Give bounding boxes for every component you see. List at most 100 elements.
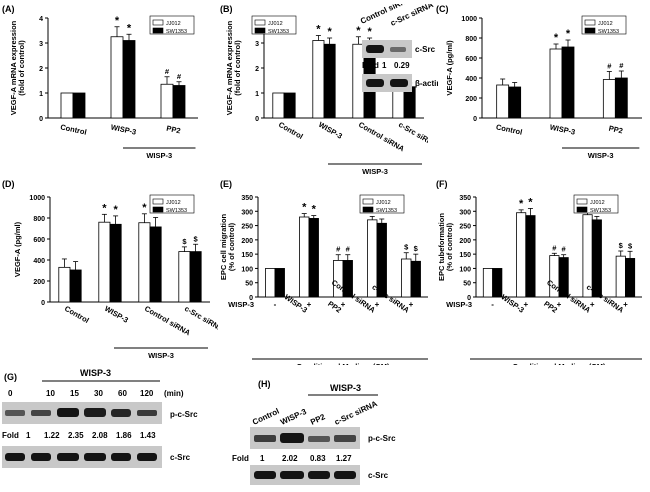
y-tick-label-c-2: 400 xyxy=(465,76,477,83)
y-axis-label-e: EPC cell migration(% of control) xyxy=(219,213,236,280)
blot-g-panel-label: (G) xyxy=(4,372,17,382)
category-label-b-1: WISP-3 xyxy=(317,120,344,141)
blot-h-fold-3: 0.83 xyxy=(310,454,326,463)
sig-mark-e-2-0: # xyxy=(336,245,341,254)
panel-label-f: (F) xyxy=(436,179,448,189)
sig-mark-f-4-1: $ xyxy=(628,241,633,250)
sig-mark-f-1-1: * xyxy=(528,196,533,208)
bar-f-3-1 xyxy=(591,219,602,298)
legend-swatch-e-1 xyxy=(362,206,374,213)
sig-mark-b-1-0: * xyxy=(316,24,321,36)
legend-swatch-b-0 xyxy=(254,19,266,26)
blot-h-t-band-2 xyxy=(280,471,304,479)
panel-label-b: (B) xyxy=(220,4,233,14)
blot-g-fold-3: 2.35 xyxy=(68,431,84,440)
y-tick-label-e-0: 0 xyxy=(249,295,253,302)
sig-mark-c-2-0: # xyxy=(607,62,612,71)
panel-f: (F) 0 50 100 150 200 250 300 350 EPC tubeformatio… xyxy=(434,175,650,371)
sig-mark-d-3-1: $ xyxy=(194,234,199,243)
blot-b-svg: Control siRNA c-Src siRNA c-Src Fold 1 0… xyxy=(359,0,441,92)
legend-label-f-1: SW1353 xyxy=(590,208,611,214)
legend-swatch-f-0 xyxy=(576,198,588,205)
blot-g-unit: (min) xyxy=(164,389,184,398)
row-value-e-1: + xyxy=(307,300,312,309)
blot-h-header-3: PP2 xyxy=(309,412,327,427)
category-label-a-0: Control xyxy=(60,122,88,136)
legend-label-a-0: JJ012 xyxy=(166,21,181,27)
legend-label-f-0: JJ012 xyxy=(590,200,605,206)
bar-f-0-0 xyxy=(482,268,494,298)
row-value-f-4: + xyxy=(623,300,628,309)
sig-mark-c-1-0: * xyxy=(554,32,559,44)
bar-e-2-1 xyxy=(342,260,353,298)
legend-label-e-0: JJ012 xyxy=(376,200,391,206)
y-axis-label-c: VEGF-A (pg/ml) xyxy=(445,40,454,96)
blot-h-t-band-1 xyxy=(254,471,276,479)
group-label-a-0: WISP-3 xyxy=(146,151,172,160)
row-value-f-1: + xyxy=(523,300,528,309)
blot-g-p-band-4 xyxy=(84,408,106,417)
blot-h-t-label: c-Src xyxy=(368,471,389,480)
blot-h-fold-label: Fold xyxy=(232,454,249,463)
sig-mark-f-2-0: # xyxy=(552,243,557,252)
y-axis-label-f: EPC tubeformation(% of control) xyxy=(437,213,454,281)
blot-h: (H) WISP-3 Control WISP-3 PP2 c-Src siRN… xyxy=(228,365,488,487)
legend-swatch-d-1 xyxy=(152,206,164,213)
bar-e-4-1 xyxy=(410,260,421,298)
legend-label-d-0: JJ012 xyxy=(166,200,181,206)
category-label-c-1: WISP-3 xyxy=(549,122,576,136)
blot-g-t-band-5 xyxy=(111,453,131,461)
bar-c-2-1 xyxy=(614,77,628,119)
y-tick-label-d-2: 400 xyxy=(33,258,45,265)
bar-f-1-0 xyxy=(516,212,527,298)
panel-label-d: (D) xyxy=(2,179,15,189)
y-tick-label-f-2: 100 xyxy=(459,266,471,273)
blot-b-csrc-band-2 xyxy=(390,47,406,52)
y-axis-label-a: VEGF-A mRNA expression(fold of control) xyxy=(9,20,26,115)
y-tick-label-c-5: 1000 xyxy=(461,16,477,23)
y-tick-label-f-0: 0 xyxy=(467,295,471,302)
blot-g-t-band-3 xyxy=(57,453,79,461)
bar-c-0-1 xyxy=(508,86,522,119)
group-label-c-0: WISP-3 xyxy=(588,151,614,160)
legend-label-e-1: SW1353 xyxy=(376,208,397,214)
legend-label-b-1: SW1353 xyxy=(268,29,289,35)
legend-swatch-c-0 xyxy=(584,19,596,26)
category-label-a-1: WISP-3 xyxy=(110,122,137,136)
bar-b-0-1 xyxy=(283,92,296,119)
legend-swatch-c-1 xyxy=(584,27,596,34)
blot-g-time-3: 30 xyxy=(94,389,103,398)
row-label-e: WISP-3 xyxy=(228,300,254,309)
bar-d-0-0 xyxy=(58,266,71,303)
chart-a: (A) 0 1 2 3 4 VEGF-A mRNA expression(fold of c… xyxy=(2,4,198,160)
blot-h-p-band-4 xyxy=(334,435,356,442)
bar-e-1-0 xyxy=(299,216,310,298)
chart-f: (F) 0 50 100 150 200 250 300 350 EPC tubeformatio… xyxy=(436,179,642,371)
row-value-e-4: + xyxy=(409,300,414,309)
blot-h-fold-4: 1.27 xyxy=(336,454,352,463)
blot-g-p-band-6 xyxy=(137,410,157,416)
blot-h-panel-label: (H) xyxy=(258,379,271,389)
y-tick-label-f-5: 250 xyxy=(459,224,471,231)
panel-d: (D) 0 200 400 600 800 1000 VEGF-A (pg/ml) Contro… xyxy=(0,175,226,360)
chart-e: (E) 0 50 100 150 200 250 300 350 EPC cell migrati… xyxy=(219,179,428,371)
y-tick-label-d-0: 0 xyxy=(41,300,45,307)
bar-a-0-1 xyxy=(72,92,86,119)
bar-b-1-0 xyxy=(312,40,325,119)
sig-mark-d-1-0: * xyxy=(102,202,107,214)
bar-d-2-0 xyxy=(138,222,151,303)
y-tick-label-b-0: 0 xyxy=(255,116,259,123)
blot-g-fold-4: 2.08 xyxy=(92,431,108,440)
y-tick-label-f-7: 350 xyxy=(459,195,471,202)
blot-b-actin-label: β-actin xyxy=(415,79,438,88)
sig-mark-e-4-0: $ xyxy=(404,243,409,252)
blot-g-total-bands xyxy=(5,453,157,461)
blot-g-t-band-4 xyxy=(84,453,106,461)
y-tick-label-c-3: 600 xyxy=(465,56,477,63)
blot-g-time-4: 60 xyxy=(118,389,127,398)
blot-g-p-band-1 xyxy=(5,410,25,416)
sig-mark-e-4-1: $ xyxy=(414,244,419,253)
legend-swatch-a-1 xyxy=(152,27,164,34)
sig-mark-d-2-0: * xyxy=(142,202,147,214)
blot-b-fold-label: Fold xyxy=(362,61,379,70)
